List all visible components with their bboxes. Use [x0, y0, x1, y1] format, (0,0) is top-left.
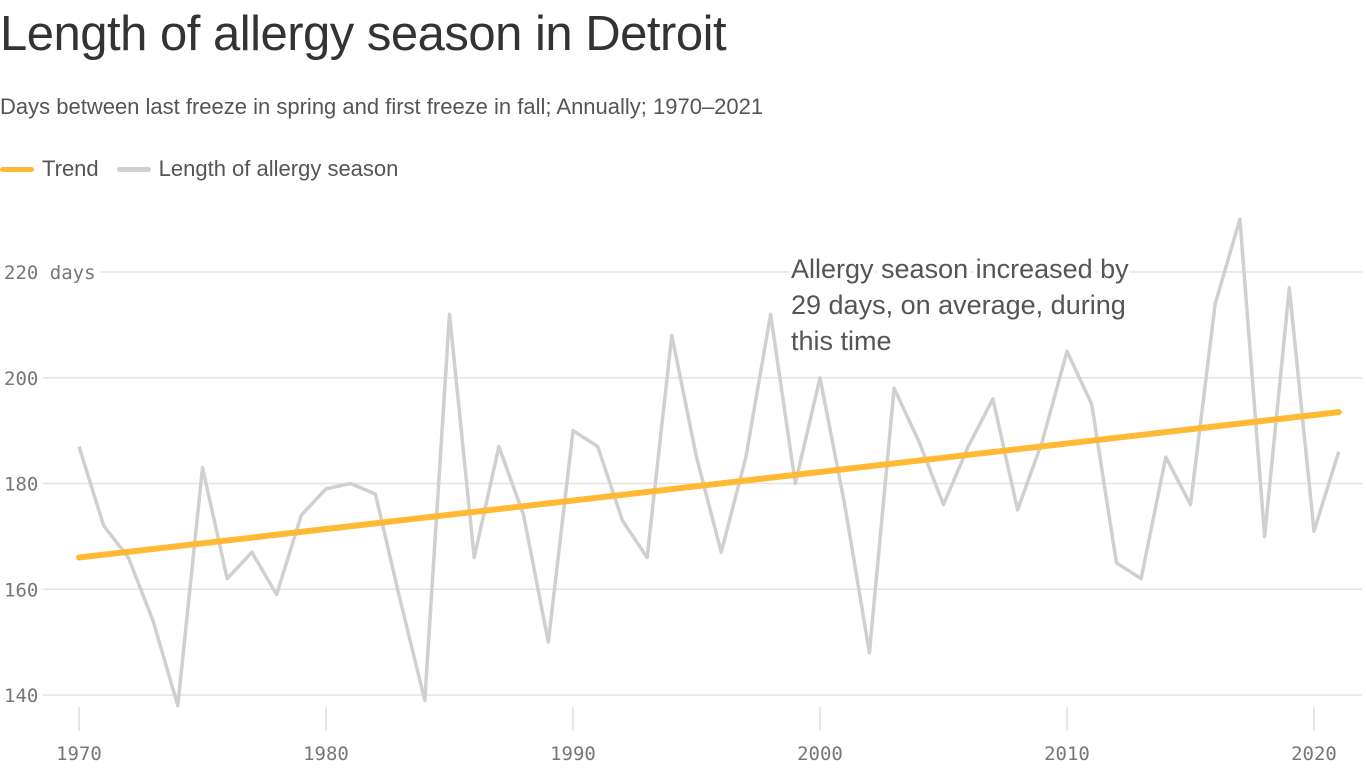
x-tick-label: 1970 — [56, 743, 102, 765]
y-tick-label: 140 — [4, 685, 38, 707]
chart-subtitle: Days between last freeze in spring and f… — [0, 94, 764, 119]
annotation-text: 29 days, on average, during — [791, 290, 1126, 320]
y-tick-label-bg — [0, 683, 43, 707]
annotation-text: Allergy season increased by — [791, 254, 1129, 284]
legend-item-trend: Trend — [0, 156, 99, 182]
legend: Trend Length of allergy season — [0, 156, 416, 182]
y-tick-label-bg — [0, 365, 43, 390]
x-tick-label: 1980 — [303, 743, 349, 765]
legend-label-trend: Trend — [42, 156, 99, 181]
x-tick-label: 2010 — [1044, 743, 1090, 765]
legend-swatch-length — [116, 166, 151, 172]
series-line-length — [77, 217, 1341, 708]
x-tick-label: 1990 — [550, 743, 596, 765]
legend-swatch-trend — [0, 166, 34, 172]
legend-item-length: Length of allergy season — [116, 156, 399, 182]
annotation-text: this time — [791, 326, 892, 356]
y-tick-label: 200 — [4, 368, 38, 390]
legend-label-length: Length of allergy season — [158, 156, 399, 181]
y-tick-label-bg — [0, 471, 43, 496]
y-tick-label-bg — [0, 577, 43, 602]
y-tick-label-bg — [0, 260, 101, 284]
y-tick-label: 180 — [4, 474, 38, 496]
y-tick-label: 160 — [4, 579, 38, 601]
x-tick-label: 2020 — [1291, 743, 1337, 765]
chart-title: Length of allergy season in Detroit — [0, 7, 727, 61]
y-tick-label: 220 days — [4, 262, 96, 284]
x-tick-label: 2000 — [797, 743, 843, 765]
series-line-trend — [76, 409, 1342, 561]
